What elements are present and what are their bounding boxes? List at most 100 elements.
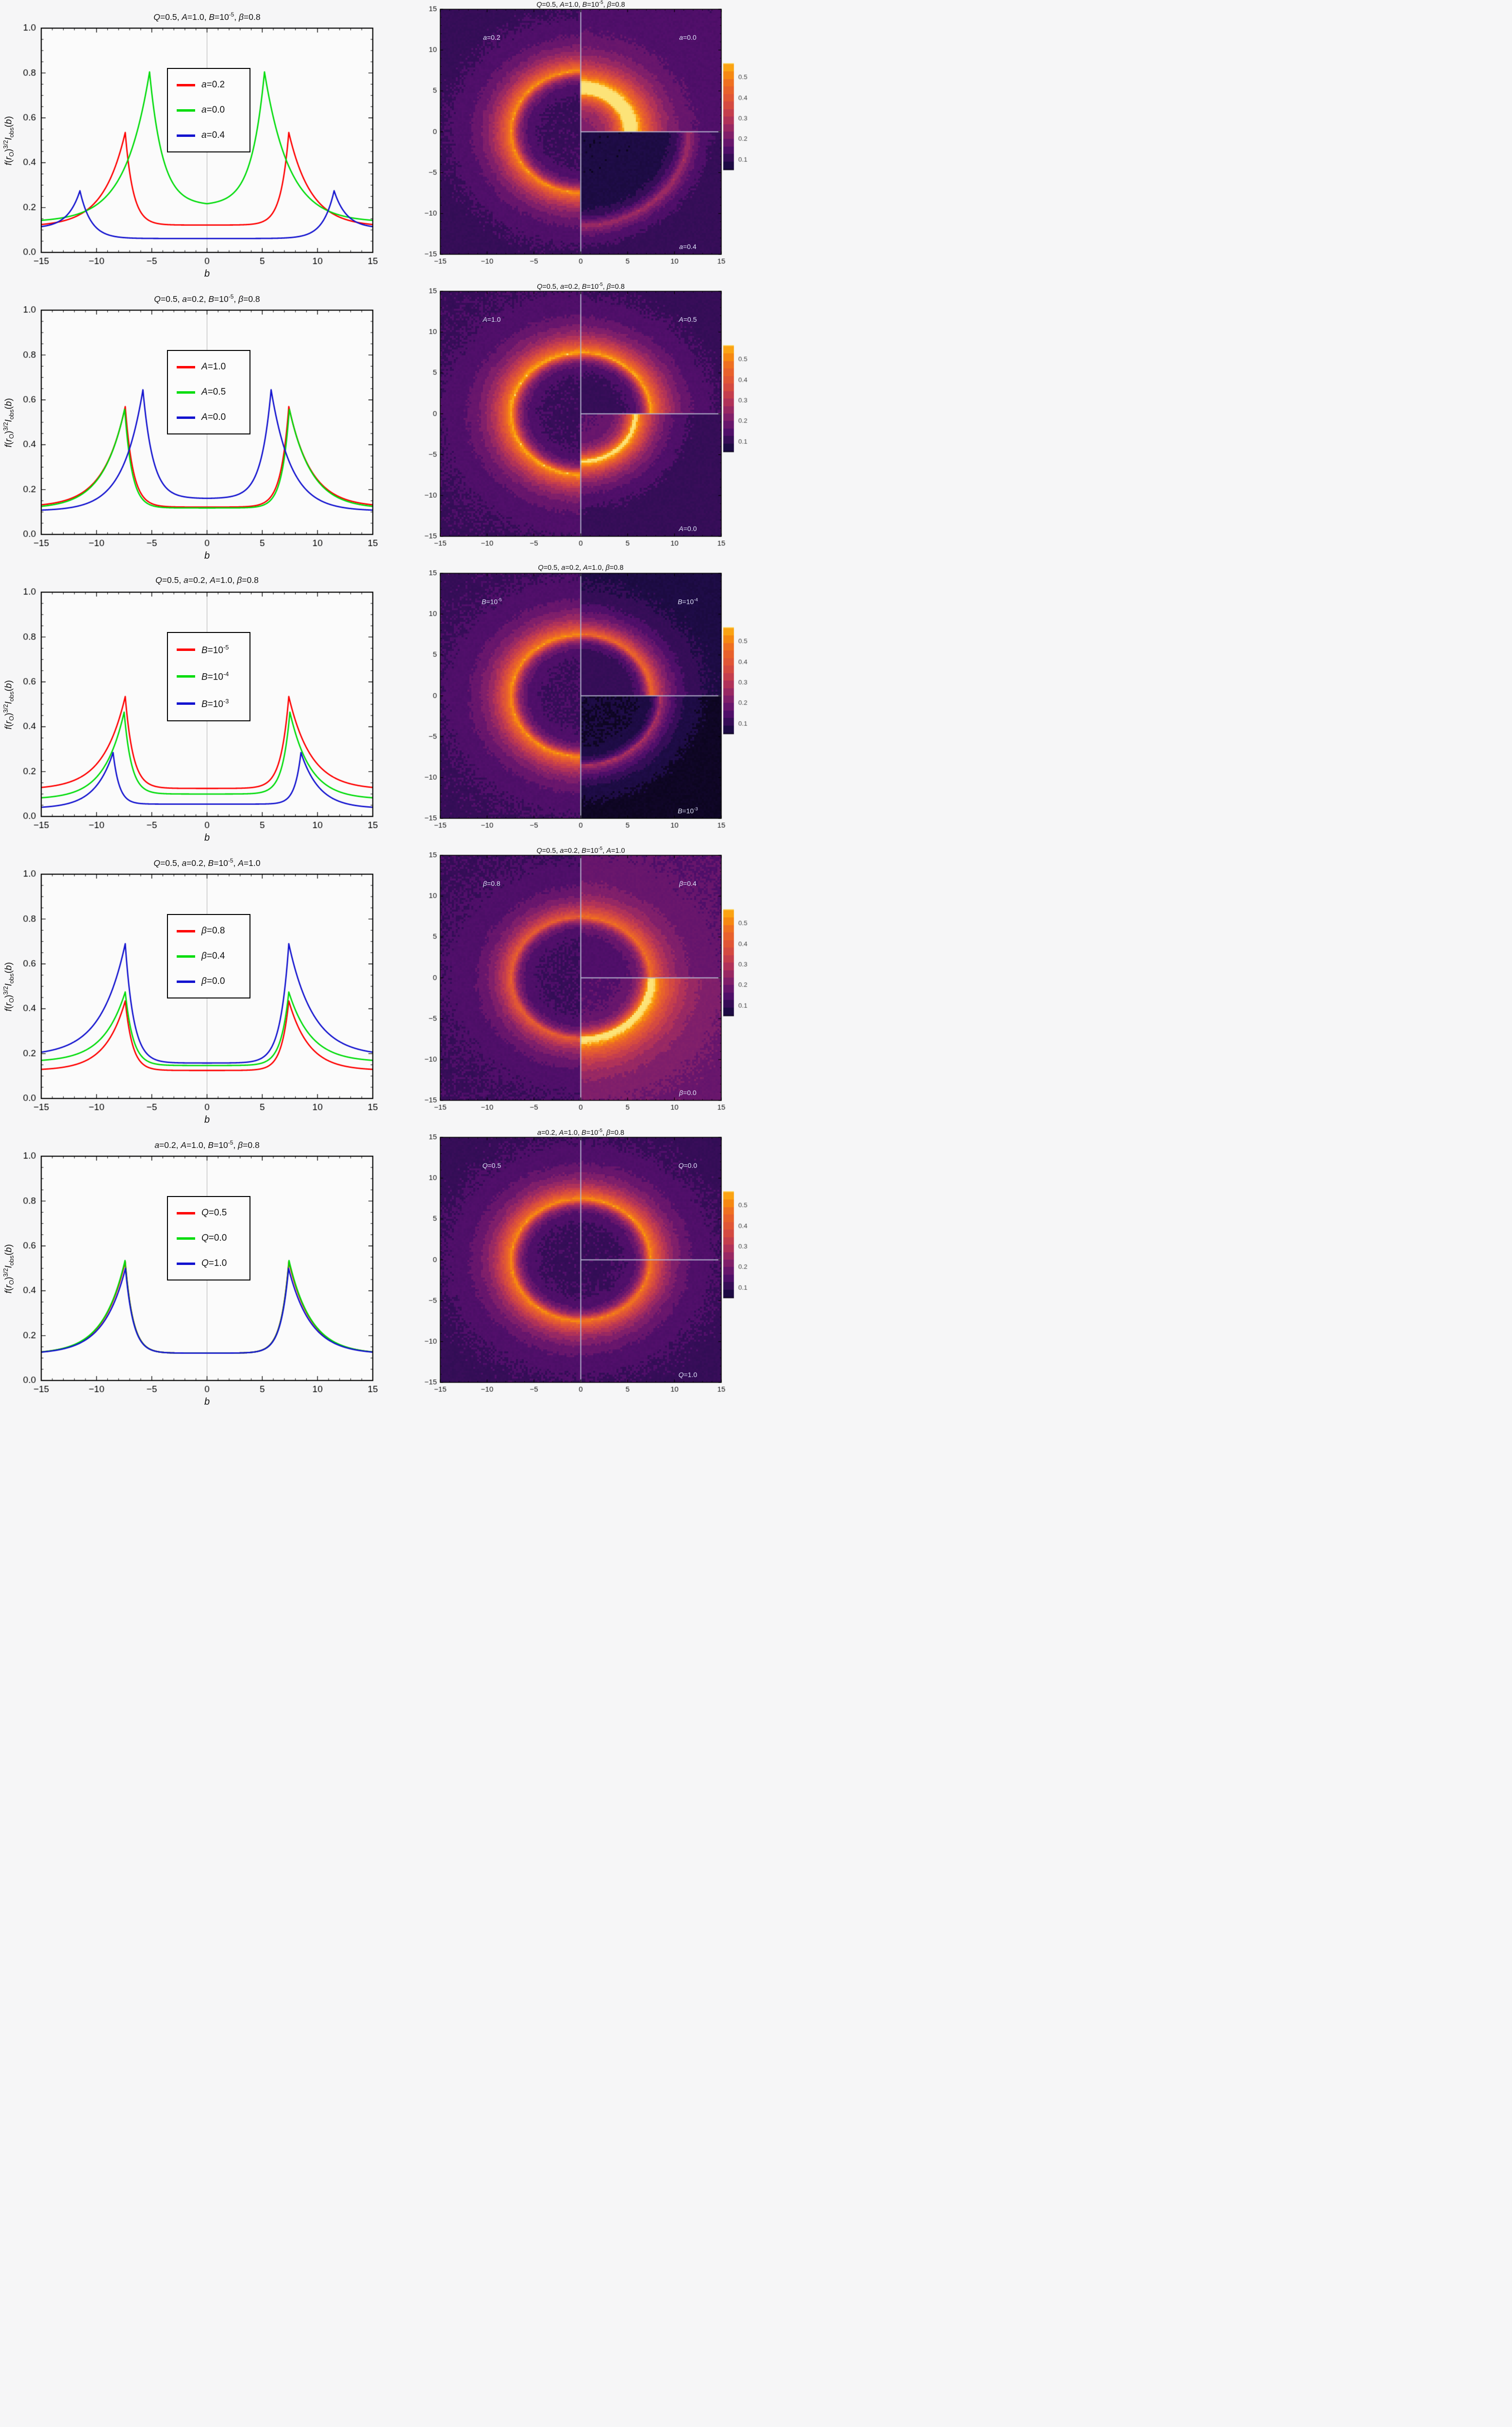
- quadrant-label-bottom-right: β=0.0: [679, 1089, 697, 1097]
- line-plot-title: a=0.2, A=1.0, B=10-5, β=0.8: [154, 1139, 260, 1150]
- legend-label: β=0.0: [201, 976, 225, 986]
- legend-item: A=0.5: [177, 387, 241, 398]
- quadrant-label-top-right: B=10-4: [678, 597, 698, 606]
- line-plot-panel: Q=0.5, a=0.2, B=10-5, β=0.8 f(rO)3/2Iobs…: [0, 282, 379, 564]
- figure-row: Q=0.5, A=1.0, B=10-5, β=0.8 f(rO)3/2Iobs…: [0, 0, 756, 282]
- heatmap-panel: Q=0.5, A=1.0, B=10-5, β=0.8 a=0.2 a=0.0 a=…: [420, 0, 756, 282]
- legend-item: Q=0.5: [177, 1208, 241, 1218]
- legend-swatch: [177, 109, 195, 112]
- legend: A=1.0 A=0.5 A=0.0: [167, 350, 250, 434]
- legend-swatch: [177, 702, 195, 705]
- line-plot-title: Q=0.5, A=1.0, B=10-5, β=0.8: [153, 11, 261, 22]
- quadrant-label-bottom-right: A=0.0: [679, 525, 697, 532]
- y-axis-label: f(rO)3/2Iobs(b): [2, 1244, 16, 1294]
- y-axis-label: f(rO)3/2Iobs(b): [2, 962, 16, 1012]
- figure-row: Q=0.5, a=0.2, B=10-5, β=0.8 f(rO)3/2Iobs…: [0, 282, 756, 564]
- legend-label: B=10-3: [201, 697, 229, 709]
- legend-label: A=1.0: [201, 362, 226, 372]
- heatmap-title: Q=0.5, a=0.2, B=10-5, A=1.0: [536, 846, 625, 855]
- legend-swatch: [177, 416, 195, 419]
- quadrant-label-top-left: B=10-5: [482, 597, 502, 606]
- legend-item: A=1.0: [177, 362, 241, 372]
- y-axis-label: f(rO)3/2Iobs(b): [2, 116, 16, 166]
- x-axis-label: b: [204, 1114, 210, 1125]
- legend-swatch: [177, 1212, 195, 1214]
- legend-label: A=0.5: [201, 387, 226, 397]
- legend: Q=0.5 Q=0.0 Q=1.0: [167, 1196, 250, 1280]
- heatmap-canvas: [420, 564, 756, 846]
- legend-item: β=0.8: [177, 926, 241, 936]
- x-axis-label: b: [204, 268, 210, 279]
- quadrant-label-top-left: A=1.0: [482, 316, 501, 323]
- heatmap-panel: Q=0.5, a=0.2, B=10-5, β=0.8 A=1.0 A=0.5 A=…: [420, 282, 756, 564]
- legend-label: a=0.4: [201, 130, 225, 140]
- legend-swatch: [177, 648, 195, 651]
- legend-swatch: [177, 955, 195, 958]
- quadrant-label-top-left: a=0.2: [483, 33, 500, 41]
- legend-item: β=0.4: [177, 951, 241, 962]
- quadrant-label-bottom-right: a=0.4: [679, 243, 697, 250]
- legend: a=0.2 a=0.0 a=0.4: [167, 68, 250, 152]
- heatmap-canvas: [420, 0, 756, 282]
- heatmap-title: Q=0.5, a=0.2, B=10-5, β=0.8: [537, 282, 625, 291]
- heatmap-title: a=0.2, A=1.0, B=10-5, β=0.8: [537, 1128, 625, 1137]
- legend-swatch: [177, 1262, 195, 1265]
- legend-swatch: [177, 391, 195, 394]
- legend-swatch: [177, 930, 195, 932]
- legend-swatch: [177, 366, 195, 368]
- heatmap-panel: a=0.2, A=1.0, B=10-5, β=0.8 Q=0.5 Q=0.0 Q=…: [420, 1128, 756, 1410]
- legend: B=10-5 B=10-4 B=10-3: [167, 632, 250, 721]
- legend-swatch: [177, 83, 195, 86]
- legend-swatch: [177, 134, 195, 137]
- line-plot-title: Q=0.5, a=0.2, B=10-5, A=1.0: [153, 857, 261, 868]
- quadrant-label-top-right: A=0.5: [679, 316, 697, 323]
- legend-label: B=10-4: [201, 670, 229, 682]
- x-axis-label: b: [204, 1396, 210, 1407]
- legend-label: β=0.4: [201, 951, 225, 961]
- quadrant-label-top-left: Q=0.5: [482, 1162, 501, 1169]
- line-plot-title: Q=0.5, a=0.2, A=1.0, β=0.8: [155, 575, 259, 585]
- quadrant-label-top-left: β=0.8: [483, 880, 500, 887]
- heatmap-canvas: [420, 282, 756, 564]
- legend-swatch: [177, 1237, 195, 1240]
- y-axis-label: f(rO)3/2Iobs(b): [2, 680, 16, 730]
- legend-label: Q=0.5: [201, 1208, 227, 1218]
- figure-row: Q=0.5, a=0.2, B=10-5, A=1.0 f(rO)3/2Iobs…: [0, 846, 756, 1128]
- legend-label: B=10-5: [201, 644, 229, 656]
- legend-item: A=0.0: [177, 412, 241, 423]
- line-plot-title: Q=0.5, a=0.2, B=10-5, β=0.8: [154, 293, 260, 304]
- legend-item: β=0.0: [177, 976, 241, 987]
- quadrant-label-top-right: Q=0.0: [678, 1162, 698, 1169]
- quadrant-label-top-right: β=0.4: [679, 880, 697, 887]
- legend-swatch: [177, 675, 195, 678]
- legend-item: B=10-4: [177, 670, 241, 682]
- legend-item: a=0.4: [177, 130, 241, 141]
- quadrant-label-bottom-right: Q=1.0: [678, 1371, 698, 1379]
- legend-item: a=0.2: [177, 80, 241, 90]
- legend: β=0.8 β=0.4 β=0.0: [167, 914, 250, 998]
- quadrant-label-bottom-right: B=10-3: [678, 806, 698, 815]
- line-plot-panel: Q=0.5, a=0.2, A=1.0, β=0.8 f(rO)3/2Iobs(…: [0, 564, 379, 846]
- legend-item: B=10-5: [177, 644, 241, 656]
- legend-item: a=0.0: [177, 105, 241, 116]
- heatmap-panel: Q=0.5, a=0.2, A=1.0, β=0.8 B=10-5 B=10-4 B…: [420, 564, 756, 846]
- heatmap-title: Q=0.5, a=0.2, A=1.0, β=0.8: [538, 564, 624, 572]
- heatmap-canvas: [420, 846, 756, 1128]
- legend-label: a=0.2: [201, 80, 225, 90]
- legend-label: A=0.0: [201, 412, 226, 422]
- line-plot-panel: Q=0.5, a=0.2, B=10-5, A=1.0 f(rO)3/2Iobs…: [0, 846, 379, 1128]
- legend-item: Q=0.0: [177, 1233, 241, 1244]
- legend-label: Q=0.0: [201, 1233, 227, 1243]
- figure-grid: Q=0.5, A=1.0, B=10-5, β=0.8 f(rO)3/2Iobs…: [0, 0, 756, 1410]
- heatmap-title: Q=0.5, A=1.0, B=10-5, β=0.8: [536, 0, 625, 9]
- figure-row: a=0.2, A=1.0, B=10-5, β=0.8 f(rO)3/2Iobs…: [0, 1128, 756, 1410]
- x-axis-label: b: [204, 832, 210, 843]
- quadrant-label-top-right: a=0.0: [679, 33, 697, 41]
- legend-item: Q=1.0: [177, 1258, 241, 1269]
- heatmap-panel: Q=0.5, a=0.2, B=10-5, A=1.0 β=0.8 β=0.4 β=…: [420, 846, 756, 1128]
- figure-row: Q=0.5, a=0.2, A=1.0, β=0.8 f(rO)3/2Iobs(…: [0, 564, 756, 846]
- legend-label: β=0.8: [201, 926, 225, 936]
- legend-label: a=0.0: [201, 105, 225, 115]
- heatmap-canvas: [420, 1128, 756, 1410]
- x-axis-label: b: [204, 550, 210, 561]
